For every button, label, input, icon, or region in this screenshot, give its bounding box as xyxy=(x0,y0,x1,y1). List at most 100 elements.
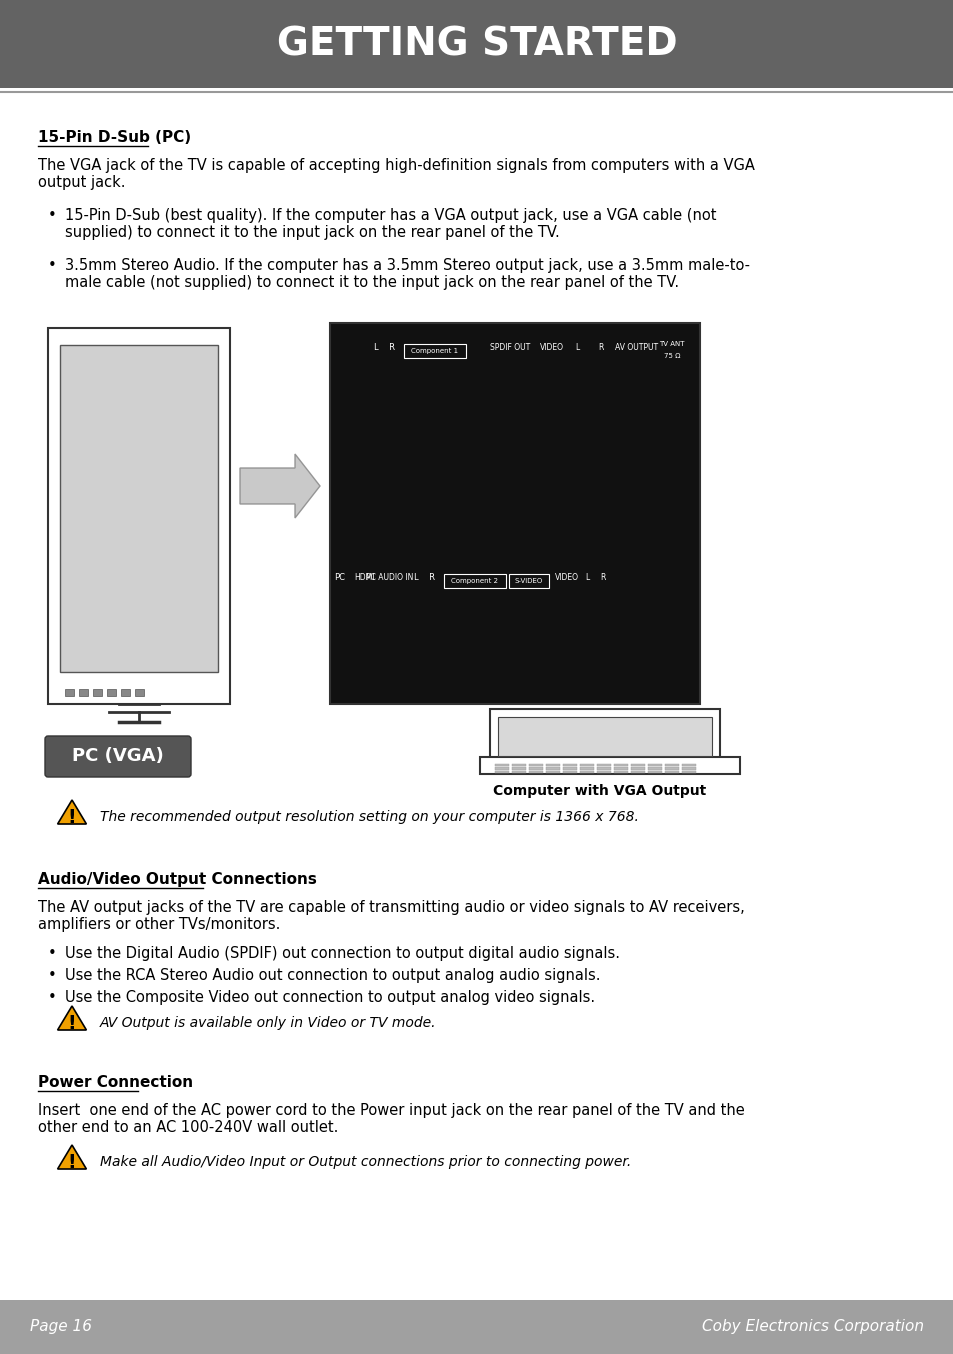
FancyBboxPatch shape xyxy=(79,689,88,696)
FancyBboxPatch shape xyxy=(65,689,74,696)
Text: PC: PC xyxy=(335,573,345,582)
Text: 75 Ω: 75 Ω xyxy=(663,353,679,359)
FancyBboxPatch shape xyxy=(579,766,594,769)
FancyBboxPatch shape xyxy=(647,764,661,766)
Polygon shape xyxy=(57,800,87,825)
FancyBboxPatch shape xyxy=(562,764,577,766)
FancyBboxPatch shape xyxy=(0,1300,953,1354)
Text: The VGA jack of the TV is capable of accepting high-definition signals from comp: The VGA jack of the TV is capable of acc… xyxy=(38,158,754,191)
FancyBboxPatch shape xyxy=(330,324,700,704)
FancyBboxPatch shape xyxy=(630,770,644,773)
FancyBboxPatch shape xyxy=(681,764,696,766)
FancyBboxPatch shape xyxy=(529,766,542,769)
Text: !: ! xyxy=(68,1014,76,1033)
FancyBboxPatch shape xyxy=(597,766,610,769)
FancyBboxPatch shape xyxy=(512,770,525,773)
Text: PC (VGA): PC (VGA) xyxy=(72,747,164,765)
Text: Use the Composite Video out connection to output analog video signals.: Use the Composite Video out connection t… xyxy=(65,990,595,1005)
Text: Insert  one end of the AC power cord to the Power input jack on the rear panel o: Insert one end of the AC power cord to t… xyxy=(38,1104,744,1136)
FancyBboxPatch shape xyxy=(512,766,525,769)
Text: SPDIF OUT: SPDIF OUT xyxy=(490,343,530,352)
Text: •: • xyxy=(48,946,56,961)
Text: VIDEO: VIDEO xyxy=(555,573,578,582)
Text: Power Connection: Power Connection xyxy=(38,1075,193,1090)
Text: 15-Pin D-Sub (best quality). If the computer has a VGA output jack, use a VGA ca: 15-Pin D-Sub (best quality). If the comp… xyxy=(65,209,716,241)
FancyBboxPatch shape xyxy=(664,770,679,773)
Text: The AV output jacks of the TV are capable of transmitting audio or video signals: The AV output jacks of the TV are capabl… xyxy=(38,900,744,933)
Text: VIDEO: VIDEO xyxy=(539,343,563,352)
FancyBboxPatch shape xyxy=(597,764,610,766)
FancyBboxPatch shape xyxy=(529,764,542,766)
FancyBboxPatch shape xyxy=(614,764,627,766)
FancyBboxPatch shape xyxy=(545,764,559,766)
FancyBboxPatch shape xyxy=(107,689,116,696)
FancyBboxPatch shape xyxy=(495,770,509,773)
Text: !: ! xyxy=(68,808,76,827)
Text: Make all Audio/Video Input or Output connections prior to connecting power.: Make all Audio/Video Input or Output con… xyxy=(100,1155,631,1169)
Text: L: L xyxy=(584,573,589,582)
FancyBboxPatch shape xyxy=(579,764,594,766)
FancyBboxPatch shape xyxy=(479,757,740,774)
Text: S-VIDEO: S-VIDEO xyxy=(515,578,542,584)
FancyBboxPatch shape xyxy=(545,766,559,769)
FancyBboxPatch shape xyxy=(45,737,191,777)
FancyBboxPatch shape xyxy=(579,770,594,773)
FancyBboxPatch shape xyxy=(48,328,230,704)
FancyBboxPatch shape xyxy=(630,764,644,766)
FancyBboxPatch shape xyxy=(614,766,627,769)
FancyBboxPatch shape xyxy=(512,764,525,766)
FancyBboxPatch shape xyxy=(562,770,577,773)
FancyBboxPatch shape xyxy=(490,709,720,762)
FancyBboxPatch shape xyxy=(614,770,627,773)
Polygon shape xyxy=(57,1006,87,1030)
Text: TV ANT: TV ANT xyxy=(659,341,684,347)
FancyBboxPatch shape xyxy=(597,770,610,773)
FancyBboxPatch shape xyxy=(545,770,559,773)
Text: L    R: L R xyxy=(375,343,395,352)
Text: •: • xyxy=(48,259,56,274)
Text: AV Output is available only in Video or TV mode.: AV Output is available only in Video or … xyxy=(100,1016,436,1030)
Text: Computer with VGA Output: Computer with VGA Output xyxy=(493,784,706,798)
Text: L    R: L R xyxy=(414,573,435,582)
FancyBboxPatch shape xyxy=(0,0,953,88)
Text: Component 1: Component 1 xyxy=(411,348,458,353)
Text: !: ! xyxy=(68,1154,76,1173)
Text: Audio/Video Output Connections: Audio/Video Output Connections xyxy=(38,872,316,887)
Text: GETTING STARTED: GETTING STARTED xyxy=(276,24,677,64)
FancyBboxPatch shape xyxy=(529,770,542,773)
Text: Coby Electronics Corporation: Coby Electronics Corporation xyxy=(701,1320,923,1335)
FancyBboxPatch shape xyxy=(495,764,509,766)
FancyBboxPatch shape xyxy=(135,689,144,696)
Text: The recommended output resolution setting on your computer is 1366 x 768.: The recommended output resolution settin… xyxy=(100,810,639,825)
FancyBboxPatch shape xyxy=(121,689,130,696)
Text: Use the RCA Stereo Audio out connection to output analog audio signals.: Use the RCA Stereo Audio out connection … xyxy=(65,968,599,983)
Text: •: • xyxy=(48,990,56,1005)
FancyBboxPatch shape xyxy=(681,766,696,769)
FancyBboxPatch shape xyxy=(497,718,711,756)
Polygon shape xyxy=(240,454,319,519)
Polygon shape xyxy=(57,1145,87,1169)
Text: R: R xyxy=(599,573,605,582)
Text: AV OUTPUT: AV OUTPUT xyxy=(615,343,658,352)
FancyBboxPatch shape xyxy=(562,766,577,769)
FancyBboxPatch shape xyxy=(60,345,218,672)
Text: 15-Pin D-Sub (PC): 15-Pin D-Sub (PC) xyxy=(38,130,191,145)
Text: Use the Digital Audio (SPDIF) out connection to output digital audio signals.: Use the Digital Audio (SPDIF) out connec… xyxy=(65,946,619,961)
FancyBboxPatch shape xyxy=(681,770,696,773)
Text: PC AUDIO IN: PC AUDIO IN xyxy=(366,573,414,582)
Text: 3.5mm Stereo Audio. If the computer has a 3.5mm Stereo output jack, use a 3.5mm : 3.5mm Stereo Audio. If the computer has … xyxy=(65,259,749,290)
Text: •: • xyxy=(48,968,56,983)
Text: Page 16: Page 16 xyxy=(30,1320,91,1335)
FancyBboxPatch shape xyxy=(647,766,661,769)
Text: R: R xyxy=(598,343,602,352)
FancyBboxPatch shape xyxy=(92,689,102,696)
FancyBboxPatch shape xyxy=(630,766,644,769)
Text: Component 2: Component 2 xyxy=(451,578,498,584)
FancyBboxPatch shape xyxy=(647,770,661,773)
FancyBboxPatch shape xyxy=(664,766,679,769)
FancyBboxPatch shape xyxy=(664,764,679,766)
FancyBboxPatch shape xyxy=(495,766,509,769)
Text: HDMI: HDMI xyxy=(355,573,375,582)
Text: •: • xyxy=(48,209,56,223)
Text: L: L xyxy=(575,343,578,352)
